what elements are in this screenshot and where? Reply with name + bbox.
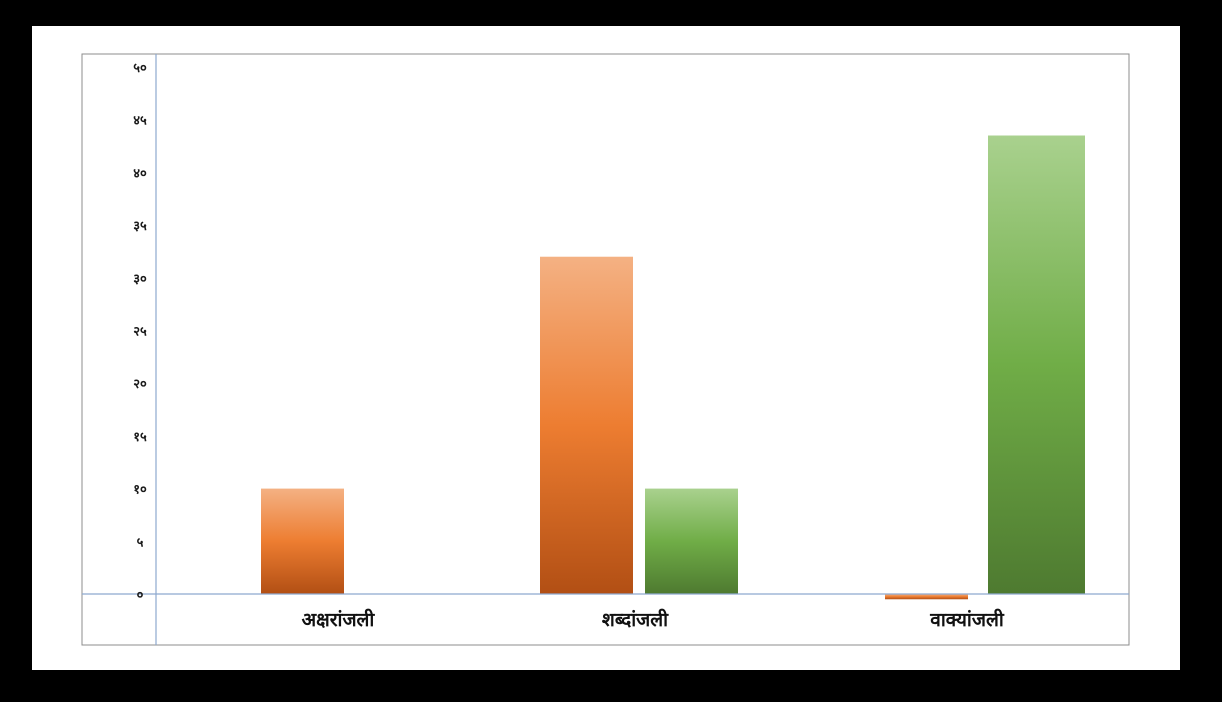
x-category-label: अक्षरांजली [302, 608, 376, 631]
y-tick-label: २० [133, 377, 147, 392]
y-tick-label: ५ [137, 535, 144, 550]
y-tick-labels: ० ५ १० १५ २० २५ ३० ३५ ४० ४५ ५० [133, 61, 147, 603]
y-tick-label: ४० [133, 166, 147, 181]
x-category-labels: अक्षरांजली शब्दांजली वाक्यांजली [302, 608, 1005, 631]
bar-orange-2 [540, 256, 633, 594]
bar-orange-3 [885, 594, 968, 600]
bar-chart: ० ५ १० १५ २० २५ ३० ३५ ४० ४५ ५० अक्षरांजली शब्दांजली… [81, 53, 1130, 646]
x-category-label: शब्दांजली [602, 608, 669, 631]
y-tick-label: १० [133, 483, 147, 498]
plot-frame [81, 53, 1130, 646]
bars-layer [261, 135, 1085, 600]
y-tick-label: ४५ [133, 114, 147, 129]
bar-green-2 [645, 488, 738, 594]
bar-orange-1 [261, 488, 344, 594]
y-tick-label: ३५ [133, 219, 147, 234]
y-tick-label: १५ [133, 430, 147, 445]
chart-canvas: ० ५ १० १५ २० २५ ३० ३५ ४० ४५ ५० अक्षरांजली शब्दांजली… [32, 26, 1180, 670]
bar-green-3 [988, 135, 1085, 594]
x-category-label: वाक्यांजली [929, 608, 1005, 631]
y-tick-label: ३० [133, 272, 147, 287]
y-tick-label: २५ [133, 325, 147, 340]
axes-layer [82, 54, 1129, 645]
y-tick-label: ० [137, 588, 144, 603]
y-tick-label: ५० [133, 61, 147, 76]
